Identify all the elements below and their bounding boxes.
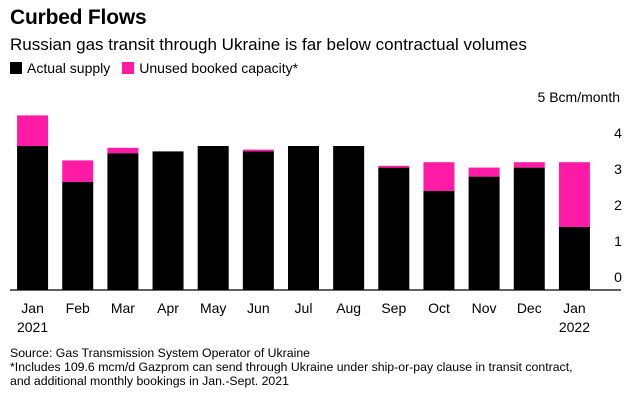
- legend-label-unused: Unused booked capacity*: [139, 60, 299, 76]
- bar-unused-8: [378, 165, 410, 168]
- legend-swatch-unused: [122, 62, 135, 74]
- y-tick-label-5: 5 Bcm/month: [538, 89, 620, 105]
- bar-unused-1: [62, 160, 94, 182]
- x-tick-sublabel-0: 2021: [17, 319, 48, 335]
- x-tick-label-1: Feb: [66, 300, 90, 316]
- bar-unused-9: [423, 162, 455, 191]
- x-tick-label-12: Jan: [563, 300, 586, 316]
- bar-actual-9: [423, 191, 455, 290]
- bar-actual-1: [62, 182, 94, 290]
- x-tick-label-0: Jan: [21, 300, 44, 316]
- y-tick-label-4: 4: [614, 125, 622, 141]
- source-note: Source: Gas Transmission System Operator…: [10, 346, 311, 360]
- legend-swatch-actual: [10, 62, 22, 74]
- y-tick-label-0: 0: [614, 269, 622, 285]
- y-tick-label-1: 1: [614, 233, 622, 249]
- x-tick-label-9: Oct: [428, 300, 450, 316]
- bar-unused-10: [468, 167, 500, 177]
- bar-unused-5: [242, 149, 274, 152]
- bar-unused-0: [17, 115, 49, 146]
- bar-actual-2: [107, 153, 139, 290]
- bar-actual-8: [378, 167, 410, 290]
- bar-actual-0: [17, 146, 49, 290]
- legend-item-unused: Unused booked capacity*: [122, 60, 298, 76]
- x-tick-label-7: Aug: [336, 300, 361, 316]
- bar-actual-3: [152, 151, 184, 290]
- legend: Actual supply Unused booked capacity*: [10, 60, 310, 76]
- x-tick-label-8: Sep: [381, 300, 406, 316]
- bar-actual-10: [468, 176, 500, 290]
- x-tick-label-3: Apr: [157, 300, 179, 316]
- x-tick-label-11: Dec: [517, 300, 542, 316]
- bar-actual-4: [197, 146, 229, 290]
- bar-actual-5: [242, 151, 274, 290]
- y-tick-label-3: 3: [614, 161, 622, 177]
- chart-footer: Source: Gas Transmission System Operator…: [10, 346, 635, 388]
- chart-title: Curbed Flows: [10, 6, 147, 29]
- legend-label-actual: Actual supply: [27, 60, 111, 76]
- x-tick-label-5: Jun: [247, 300, 270, 316]
- legend-item-actual: Actual supply: [10, 60, 110, 76]
- bar-actual-7: [333, 146, 365, 290]
- x-tick-label-4: May: [200, 300, 226, 316]
- bar-actual-11: [513, 167, 545, 290]
- x-tick-sublabel-12: 2022: [559, 319, 590, 335]
- chart-subtitle: Russian gas transit through Ukraine is f…: [10, 35, 527, 54]
- bar-actual-6: [288, 146, 319, 290]
- footnote-line-2: and additional monthly bookings in Jan.-…: [10, 374, 289, 388]
- bar-actual-12: [558, 227, 590, 290]
- x-tick-label-6: Jul: [295, 300, 313, 316]
- bar-unused-2: [107, 147, 139, 154]
- x-tick-label-2: Mar: [111, 300, 135, 316]
- footnote-line-1: *Includes 109.6 mcm/d Gazprom can send t…: [10, 360, 573, 374]
- y-tick-label-2: 2: [614, 197, 622, 213]
- x-tick-label-10: Nov: [472, 300, 497, 316]
- bar-unused-12: [558, 162, 590, 227]
- bar-unused-11: [513, 162, 545, 168]
